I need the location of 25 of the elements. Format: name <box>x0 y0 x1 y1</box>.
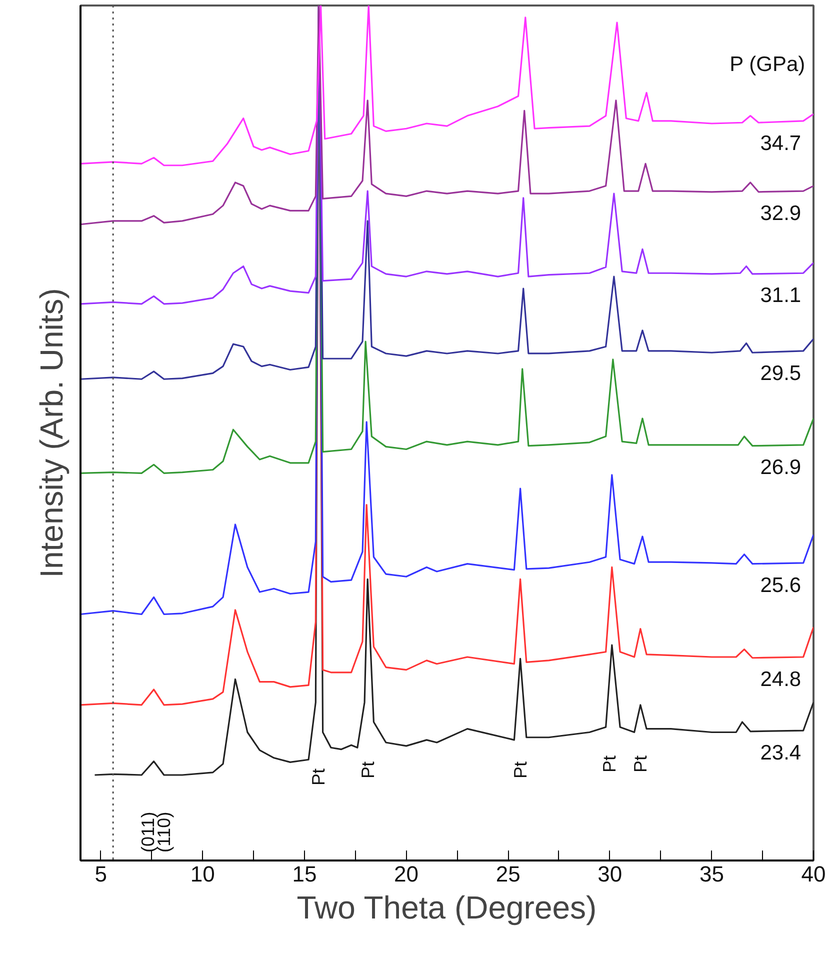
x-tick-label: 30 <box>598 862 622 886</box>
x-tick-label: 25 <box>496 862 520 886</box>
annotation: Pt <box>600 755 620 772</box>
y-axis-title: Intensity (Arb. Units) <box>34 288 70 578</box>
x-tick-label: 20 <box>394 862 419 886</box>
series-label: 32.9 <box>760 202 802 226</box>
series-label: 25.6 <box>760 574 802 597</box>
annotation: Pt <box>358 761 378 778</box>
x-tick-label: 5 <box>94 862 107 886</box>
series-label: 31.1 <box>760 284 802 308</box>
series-label: 26.9 <box>760 456 802 479</box>
legend-title: P (GPa) <box>730 52 806 76</box>
x-tick-label: 15 <box>292 862 317 886</box>
x-tick-label: 35 <box>699 862 724 886</box>
series-label: 34.7 <box>760 132 802 155</box>
series-label: 23.4 <box>760 742 802 765</box>
annotation: Pt <box>308 768 329 786</box>
annotation: Pt <box>510 761 530 778</box>
x-tick-label: 40 <box>801 862 826 886</box>
series-label: 24.8 <box>760 668 802 692</box>
annotation: Pt <box>630 755 651 772</box>
x-tick-label: 10 <box>190 862 215 886</box>
annotation: (011) <box>138 812 158 852</box>
x-axis-title: Two Theta (Degrees) <box>296 890 597 926</box>
series-label: 29.5 <box>760 362 802 385</box>
